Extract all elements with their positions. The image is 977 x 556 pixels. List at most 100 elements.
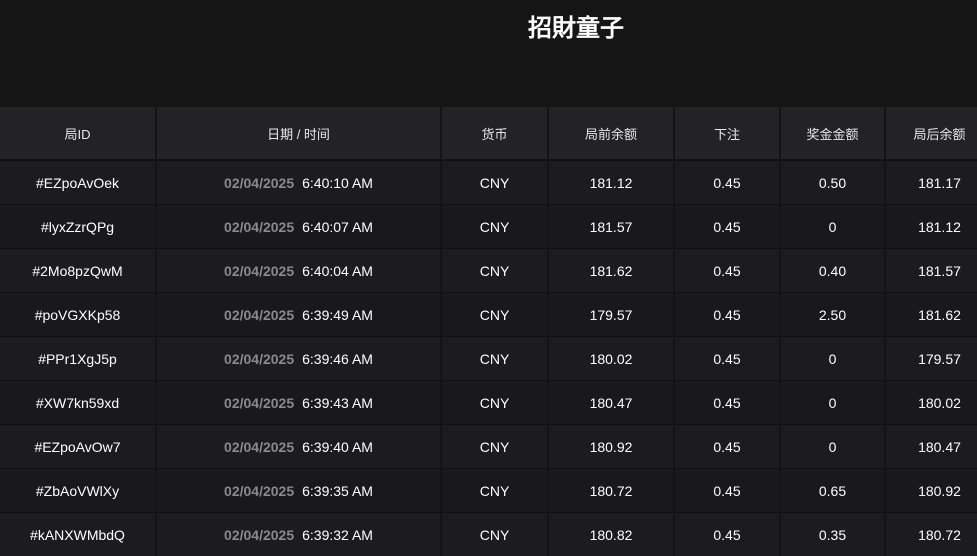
balance-before-cell: 180.47 bbox=[549, 380, 673, 424]
balance-after-cell: 180.47 bbox=[886, 424, 977, 468]
datetime-cell: 02/04/2025 6:40:04 AM bbox=[157, 248, 440, 292]
currency-cell: CNY bbox=[442, 248, 547, 292]
datetime-cell: 02/04/2025 6:39:40 AM bbox=[157, 424, 440, 468]
win-amount-cell: 2.50 bbox=[781, 292, 884, 336]
currency-cell: CNY bbox=[442, 424, 547, 468]
round-id-cell: #EZpoAvOek bbox=[0, 160, 155, 204]
currency-cell: CNY bbox=[442, 292, 547, 336]
date: 02/04/2025 bbox=[224, 526, 295, 543]
time: 6:39:43 AM bbox=[302, 394, 373, 411]
date: 02/04/2025 bbox=[224, 306, 295, 323]
bet-cell: 0.45 bbox=[675, 424, 779, 468]
table-row[interactable]: #lyxZzrQPg 02/04/2025 6:40:07 AM CNY 181.57 0… bbox=[0, 204, 977, 248]
column-header-balance-before: 局前余额 bbox=[549, 107, 673, 160]
date: 02/04/2025 bbox=[224, 482, 295, 499]
column-header-datetime: 日期 / 时间 bbox=[157, 107, 440, 160]
date: 02/04/2025 bbox=[224, 174, 295, 191]
currency-cell: CNY bbox=[442, 336, 547, 380]
round-id-cell: #ZbAoVWlXy bbox=[0, 468, 155, 512]
currency-cell: CNY bbox=[442, 204, 547, 248]
table-row[interactable]: #PPr1XgJ5p 02/04/2025 6:39:46 AM CNY 180.02 0… bbox=[0, 336, 977, 380]
currency-cell: CNY bbox=[442, 160, 547, 204]
date: 02/04/2025 bbox=[224, 262, 295, 279]
balance-after-cell: 179.57 bbox=[886, 336, 977, 380]
table-row[interactable]: #XW7kn59xd 02/04/2025 6:39:43 AM CNY 180.47 0… bbox=[0, 380, 977, 424]
balance-before-cell: 181.62 bbox=[549, 248, 673, 292]
balance-after-cell: 180.02 bbox=[886, 380, 977, 424]
currency-cell: CNY bbox=[442, 468, 547, 512]
bet-cell: 0.45 bbox=[675, 160, 779, 204]
currency-cell: CNY bbox=[442, 512, 547, 556]
column-header-bet: 下注 bbox=[675, 107, 779, 160]
table-row[interactable]: #EZpoAvOek 02/04/2025 6:40:10 AM CNY 181.12 0… bbox=[0, 160, 977, 204]
page-title: 招財童子 bbox=[528, 15, 624, 42]
win-amount-cell: 0 bbox=[781, 380, 884, 424]
date: 02/04/2025 bbox=[224, 350, 295, 367]
balance-after-cell: 181.17 bbox=[886, 160, 977, 204]
time: 6:40:07 AM bbox=[302, 218, 373, 235]
balance-before-cell: 180.92 bbox=[549, 424, 673, 468]
datetime-cell: 02/04/2025 6:39:43 AM bbox=[157, 380, 440, 424]
win-amount-cell: 0 bbox=[781, 424, 884, 468]
round-id-cell: #2Mo8pzQwM bbox=[0, 248, 155, 292]
bet-cell: 0.45 bbox=[675, 204, 779, 248]
time: 6:39:40 AM bbox=[302, 438, 373, 455]
time: 6:40:10 AM bbox=[302, 174, 373, 191]
datetime-cell: 02/04/2025 6:39:32 AM bbox=[157, 512, 440, 556]
date: 02/04/2025 bbox=[224, 394, 295, 411]
datetime-cell: 02/04/2025 6:40:10 AM bbox=[157, 160, 440, 204]
balance-before-cell: 180.02 bbox=[549, 336, 673, 380]
column-header-currency: 货币 bbox=[442, 107, 547, 160]
time: 6:39:46 AM bbox=[302, 350, 373, 367]
round-id-cell: #PPr1XgJ5p bbox=[0, 336, 155, 380]
time: 6:39:49 AM bbox=[302, 306, 373, 323]
time: 6:40:04 AM bbox=[302, 262, 373, 279]
balance-after-cell: 181.12 bbox=[886, 204, 977, 248]
time: 6:39:32 AM bbox=[302, 526, 373, 543]
win-amount-cell: 0 bbox=[781, 336, 884, 380]
round-id-cell: #kANXWMbdQ bbox=[0, 512, 155, 556]
table-row[interactable]: #poVGXKp58 02/04/2025 6:39:49 AM CNY 179.57 0… bbox=[0, 292, 977, 336]
history-table: 局ID 日期 / 时间 货币 局前余额 下注 奖金金额 局后余额 #EZpoAvOek 02/… bbox=[0, 107, 977, 556]
table-row[interactable]: #2Mo8pzQwM 02/04/2025 6:40:04 AM CNY 181.62 0… bbox=[0, 248, 977, 292]
balance-before-cell: 179.57 bbox=[549, 292, 673, 336]
balance-before-cell: 180.82 bbox=[549, 512, 673, 556]
balance-before-cell: 180.72 bbox=[549, 468, 673, 512]
round-id-cell: #poVGXKp58 bbox=[0, 292, 155, 336]
balance-after-cell: 181.62 bbox=[886, 292, 977, 336]
date: 02/04/2025 bbox=[224, 438, 295, 455]
win-amount-cell: 0.35 bbox=[781, 512, 884, 556]
round-id-cell: #XW7kn59xd bbox=[0, 380, 155, 424]
bet-cell: 0.45 bbox=[675, 292, 779, 336]
win-amount-cell: 0.50 bbox=[781, 160, 884, 204]
round-id-cell: #EZpoAvOw7 bbox=[0, 424, 155, 468]
date: 02/04/2025 bbox=[224, 218, 295, 235]
win-amount-cell: 0.65 bbox=[781, 468, 884, 512]
datetime-cell: 02/04/2025 6:39:35 AM bbox=[157, 468, 440, 512]
column-header-win-amount: 奖金金额 bbox=[781, 107, 884, 160]
bet-cell: 0.45 bbox=[675, 380, 779, 424]
column-header-balance-after: 局后余额 bbox=[886, 107, 977, 160]
table-row[interactable]: #ZbAoVWlXy 02/04/2025 6:39:35 AM CNY 180.72 0… bbox=[0, 468, 977, 512]
table-row[interactable]: #EZpoAvOw7 02/04/2025 6:39:40 AM CNY 180.92 0… bbox=[0, 424, 977, 468]
balance-before-cell: 181.12 bbox=[549, 160, 673, 204]
win-amount-cell: 0.40 bbox=[781, 248, 884, 292]
table-row[interactable]: #kANXWMbdQ 02/04/2025 6:39:32 AM CNY 180.82 0… bbox=[0, 512, 977, 556]
balance-after-cell: 180.92 bbox=[886, 468, 977, 512]
currency-cell: CNY bbox=[442, 380, 547, 424]
round-id-cell: #lyxZzrQPg bbox=[0, 204, 155, 248]
header-bar: 招財童子 bbox=[0, 0, 977, 107]
balance-before-cell: 181.57 bbox=[549, 204, 673, 248]
balance-after-cell: 181.57 bbox=[886, 248, 977, 292]
bet-cell: 0.45 bbox=[675, 468, 779, 512]
column-header-round-id: 局ID bbox=[0, 107, 155, 160]
bet-cell: 0.45 bbox=[675, 248, 779, 292]
bet-cell: 0.45 bbox=[675, 512, 779, 556]
bet-cell: 0.45 bbox=[675, 336, 779, 380]
balance-after-cell: 180.72 bbox=[886, 512, 977, 556]
time: 6:39:35 AM bbox=[302, 482, 373, 499]
win-amount-cell: 0 bbox=[781, 204, 884, 248]
datetime-cell: 02/04/2025 6:39:46 AM bbox=[157, 336, 440, 380]
datetime-cell: 02/04/2025 6:39:49 AM bbox=[157, 292, 440, 336]
datetime-cell: 02/04/2025 6:40:07 AM bbox=[157, 204, 440, 248]
